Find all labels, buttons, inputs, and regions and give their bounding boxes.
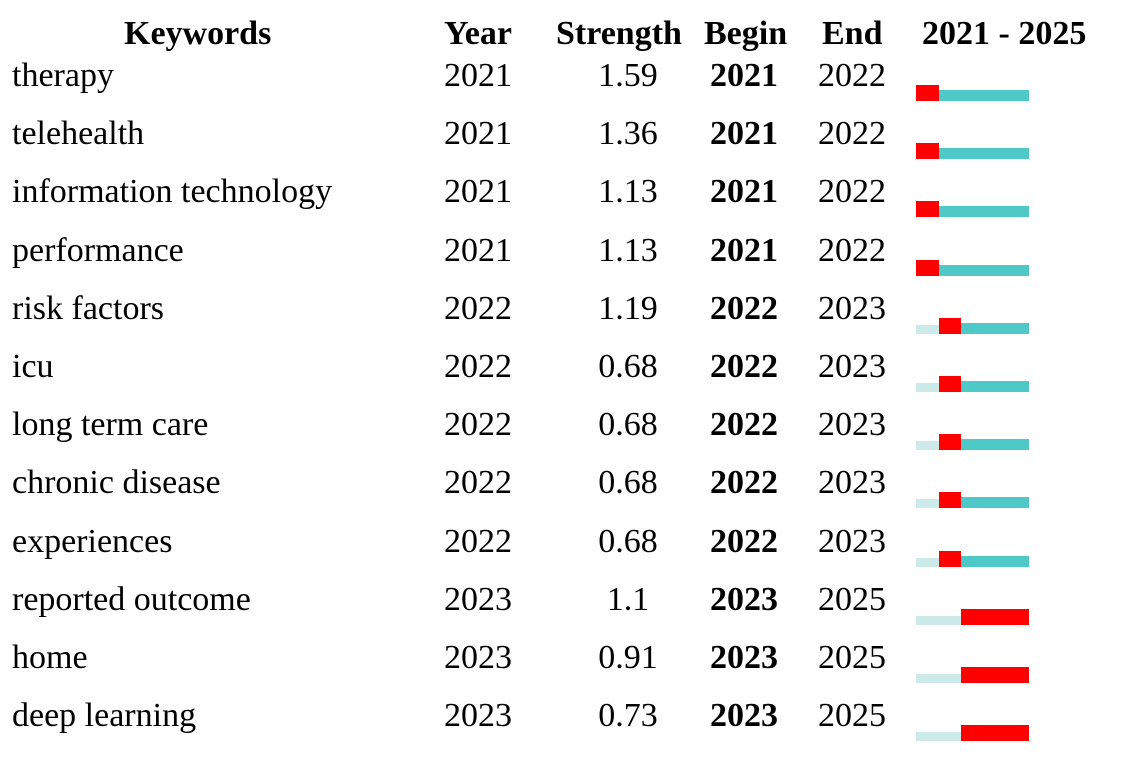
begin-cell: 2022 — [710, 522, 778, 560]
strength-cell: 0.91 — [598, 639, 658, 676]
begin-cell: 2021 — [710, 231, 778, 269]
timeline-active-segment — [916, 206, 1029, 218]
keyword-cell: performance — [12, 231, 184, 269]
strength-cell: 1.13 — [598, 231, 658, 269]
timeline-before-segment — [916, 557, 939, 567]
keyword-cell: icu — [12, 348, 54, 385]
timeline-before-segment — [916, 324, 939, 334]
end-cell: 2023 — [818, 464, 886, 502]
timeline-active-segment — [916, 90, 1029, 101]
year-cell: 2021 — [444, 115, 512, 153]
begin-cell: 2021 — [710, 173, 778, 211]
keyword-cell: deep learning — [12, 697, 197, 735]
strength-cell: 1.59 — [598, 57, 658, 94]
header-begin: Begin — [704, 15, 788, 52]
header-range: 2021 - 2025 — [922, 15, 1087, 52]
header-keywords: Keywords — [124, 15, 272, 52]
strength-cell: 0.68 — [598, 522, 658, 560]
end-cell: 2023 — [818, 406, 886, 444]
keyword-cell: risk factors — [12, 289, 165, 327]
timeline-before-segment — [916, 441, 939, 451]
timeline-active-segment — [916, 264, 1029, 276]
keyword-cell: long term care — [12, 406, 209, 444]
timeline-before-segment — [916, 732, 962, 742]
timeline-burst-segment — [938, 376, 962, 392]
keyword-cell: home — [12, 639, 88, 676]
year-cell: 2023 — [444, 580, 512, 618]
timeline-burst-segment — [916, 85, 939, 101]
strength-cell: 1.13 — [598, 173, 658, 211]
timeline-burst-segment — [938, 434, 962, 451]
year-cell: 2022 — [444, 464, 512, 502]
begin-cell: 2023 — [710, 697, 778, 735]
year-cell: 2022 — [444, 289, 512, 327]
end-cell: 2025 — [818, 639, 886, 676]
begin-cell: 2023 — [710, 639, 778, 676]
strength-cell: 0.68 — [598, 406, 658, 444]
end-cell: 2023 — [818, 289, 886, 327]
keyword-cell: information technology — [12, 173, 333, 211]
end-cell: 2023 — [818, 348, 886, 385]
begin-cell: 2021 — [710, 115, 778, 153]
end-cell: 2022 — [818, 173, 886, 211]
begin-cell: 2022 — [710, 348, 778, 385]
timeline-burst-segment — [961, 725, 1029, 742]
keyword-cell: chronic disease — [12, 464, 221, 502]
year-cell: 2021 — [444, 57, 512, 94]
keyword-cell: telehealth — [12, 115, 145, 153]
year-cell: 2021 — [444, 173, 512, 211]
year-cell: 2023 — [444, 697, 512, 735]
header-year: Year — [444, 15, 512, 52]
strength-cell: 0.73 — [598, 697, 658, 735]
strength-cell: 1.19 — [598, 289, 658, 327]
timeline-burst-segment — [938, 550, 962, 567]
header-strength: Strength — [556, 15, 682, 52]
keyword-cell: therapy — [12, 57, 114, 94]
timeline-burst-segment — [938, 492, 962, 509]
year-cell: 2021 — [444, 231, 512, 269]
begin-cell: 2023 — [710, 580, 778, 618]
end-cell: 2025 — [818, 580, 886, 618]
begin-cell: 2022 — [710, 289, 778, 327]
timeline-burst-segment — [916, 259, 939, 276]
timeline-active-segment — [938, 322, 1029, 334]
end-cell: 2022 — [818, 231, 886, 269]
strength-cell: 1.36 — [598, 115, 658, 153]
year-cell: 2022 — [444, 348, 512, 385]
end-cell: 2023 — [818, 522, 886, 560]
timeline-burst-segment — [961, 667, 1029, 683]
timeline-active-segment — [938, 497, 1029, 509]
timeline-before-segment — [916, 615, 962, 625]
timeline-active-segment — [938, 439, 1029, 451]
timeline-active-segment — [916, 148, 1029, 160]
timeline-before-segment — [916, 499, 939, 509]
year-cell: 2022 — [444, 522, 512, 560]
timeline-before-segment — [916, 674, 962, 683]
timeline-burst-segment — [916, 143, 939, 160]
strength-cell: 0.68 — [598, 348, 658, 385]
begin-cell: 2021 — [710, 57, 778, 94]
timeline-active-segment — [938, 381, 1029, 392]
end-cell: 2022 — [818, 115, 886, 153]
end-cell: 2025 — [818, 697, 886, 735]
timeline-burst-segment — [916, 201, 939, 218]
strength-cell: 1.1 — [606, 580, 650, 618]
begin-cell: 2022 — [710, 406, 778, 444]
begin-cell: 2022 — [710, 464, 778, 502]
keyword-cell: experiences — [12, 522, 173, 560]
year-cell: 2023 — [444, 639, 512, 676]
keyword-cell: reported outcome — [12, 580, 251, 618]
end-cell: 2022 — [818, 57, 886, 94]
timeline-active-segment — [938, 555, 1029, 567]
timeline-burst-segment — [961, 608, 1029, 625]
strength-cell: 0.68 — [598, 464, 658, 502]
header-end: End — [822, 15, 883, 52]
timeline-before-segment — [916, 383, 939, 392]
year-cell: 2022 — [444, 406, 512, 444]
timeline-burst-segment — [938, 317, 962, 334]
